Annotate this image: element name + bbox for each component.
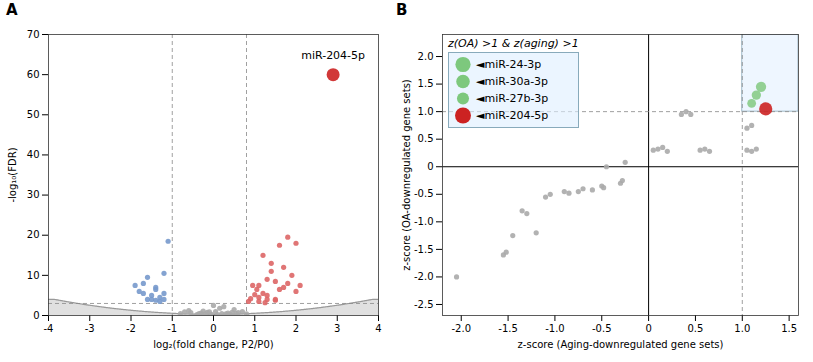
- svg-text:0: 0: [210, 323, 216, 334]
- svg-text:1.5: 1.5: [781, 323, 797, 334]
- svg-text:miR-204-5p: miR-204-5p: [301, 49, 365, 62]
- svg-text:-2.0: -2.0: [451, 323, 471, 334]
- html-text:B: B: [396, 1, 408, 19]
- html-text:◄miR-204-5p: ◄miR-204-5p: [476, 109, 549, 122]
- svg-text:-3: -3: [85, 323, 95, 334]
- svg-text:-1.5: -1.5: [414, 244, 434, 255]
- svg-text:70: 70: [27, 29, 40, 40]
- svg-text:0: 0: [33, 310, 39, 321]
- svg-text:0: 0: [645, 323, 651, 334]
- svg-text:1.0: 1.0: [734, 323, 750, 334]
- svg-text:z-score (OA-downregulated gene: z-score (OA-downregulated gene sets): [401, 79, 412, 271]
- svg-text:0.5: 0.5: [418, 133, 434, 144]
- svg-text:z-score (Aging-downregulated g: z-score (Aging-downregulated gene sets): [518, 339, 724, 350]
- svg-text:-2.0: -2.0: [414, 271, 434, 282]
- html-text:◄miR-30a-3p: ◄miR-30a-3p: [476, 75, 549, 88]
- svg-text:-1: -1: [167, 323, 177, 334]
- svg-text:4: 4: [375, 323, 381, 334]
- html-text:z(OA) >1 & z(aging) >1: z(OA) >1 & z(aging) >1: [448, 37, 579, 50]
- svg-text:log₂(fold change, P2/P0): log₂(fold change, P2/P0): [153, 339, 273, 350]
- svg-text:0: 0: [427, 161, 433, 172]
- svg-text:-1.0: -1.0: [414, 216, 434, 227]
- svg-text:20: 20: [27, 229, 40, 240]
- svg-text:0.5: 0.5: [687, 323, 703, 334]
- svg-text:1.5: 1.5: [418, 78, 434, 89]
- svg-text:10: 10: [27, 270, 40, 281]
- svg-text:-4: -4: [44, 323, 54, 334]
- svg-text:2: 2: [293, 323, 299, 334]
- svg-text:-log₁₀(FDR): -log₁₀(FDR): [7, 147, 18, 202]
- svg-text:-0.5: -0.5: [592, 323, 612, 334]
- svg-text:30: 30: [27, 189, 40, 200]
- svg-text:1: 1: [252, 323, 258, 334]
- svg-text:40: 40: [27, 149, 40, 160]
- html-text:A: A: [6, 1, 18, 19]
- svg-text:2.0: 2.0: [418, 51, 434, 62]
- html-text:◄miR-27b-3p: ◄miR-27b-3p: [476, 92, 549, 105]
- svg-text:60: 60: [27, 69, 40, 80]
- html-text:◄miR-24-3p: ◄miR-24-3p: [476, 58, 542, 71]
- svg-text:1.0: 1.0: [418, 106, 434, 117]
- svg-text:3: 3: [334, 323, 340, 334]
- svg-text:-1.5: -1.5: [498, 323, 518, 334]
- svg-text:-1.0: -1.0: [545, 323, 565, 334]
- svg-text:50: 50: [27, 109, 40, 120]
- svg-text:-2.5: -2.5: [414, 299, 434, 310]
- svg-text:-2: -2: [126, 323, 136, 334]
- svg-text:-0.5: -0.5: [414, 188, 434, 199]
